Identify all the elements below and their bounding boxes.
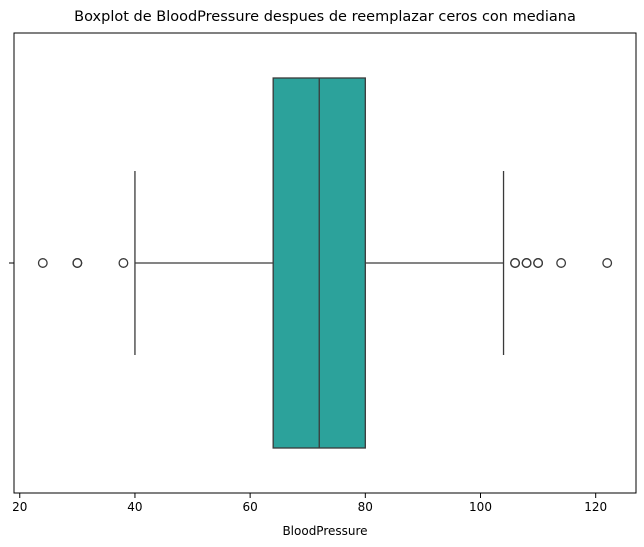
x-tick-label: 20 (12, 500, 27, 514)
outlier-point (37, 258, 48, 268)
x-tick-label: 40 (127, 500, 142, 514)
outlier-point (118, 258, 129, 268)
x-tick-label: 60 (242, 500, 257, 514)
x-tick-label: 120 (584, 500, 607, 514)
outlier-point (533, 258, 544, 268)
outlier-point (556, 258, 567, 268)
plot-area (13, 32, 637, 494)
x-axis: 20 40 60 80 100 120 (12, 493, 607, 514)
x-tick-label: 100 (469, 500, 492, 514)
outlier-point (510, 258, 521, 268)
x-axis-title: BloodPressure (282, 524, 367, 538)
outlier-point (602, 258, 613, 268)
outlier-point (521, 258, 532, 268)
outlier-point (72, 258, 83, 268)
x-tick-label: 80 (358, 500, 373, 514)
chart-title: Boxplot de BloodPressure despues de reem… (74, 9, 576, 25)
